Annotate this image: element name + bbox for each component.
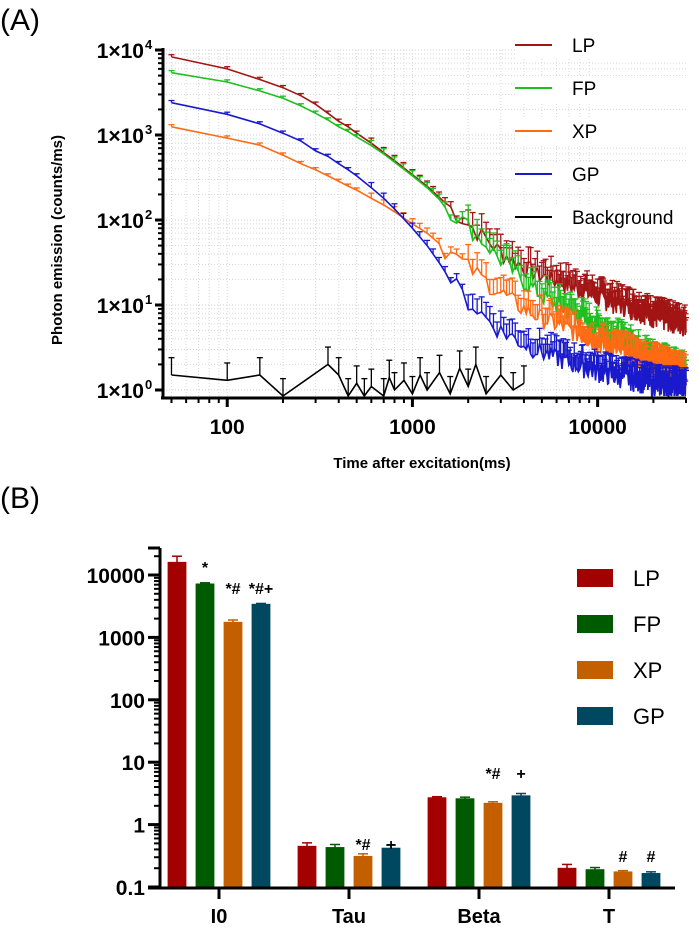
- b-x-tick-label: I0: [211, 906, 228, 928]
- a-y-tick-exponent: 4: [145, 37, 153, 52]
- b-bar-fp: [325, 847, 345, 888]
- b-bar-xp: [353, 855, 373, 888]
- b-legend-label: LP: [633, 566, 660, 591]
- a-series-group: [168, 54, 689, 398]
- b-x-tick-label: T: [603, 906, 615, 928]
- b-y-tick-label: 10000: [87, 565, 145, 588]
- a-legend-item: FP: [515, 76, 699, 102]
- a-y-tick-exponent: 2: [145, 207, 152, 222]
- b-bar-fp: [455, 798, 475, 888]
- b-y-tick-label: 1000: [98, 627, 145, 650]
- b-legend-swatch: [577, 615, 613, 633]
- b-y-tick-label: 10: [122, 752, 145, 775]
- a-legend-label: GP: [572, 165, 599, 186]
- a-y-axis-title: Photon emission (counts/ms): [49, 135, 66, 345]
- b-significance-mark: *#+: [249, 581, 273, 598]
- b-bars-group: **# *#+*# +*# +# #: [167, 555, 661, 888]
- a-legend-item: Background: [515, 205, 699, 231]
- a-y-tick-label: 1×10: [97, 40, 144, 63]
- a-y-tick-label: 1×10: [97, 125, 144, 148]
- a-legend-label: XP: [572, 122, 597, 143]
- b-significance-mark: #: [619, 849, 628, 866]
- a-y-tick-label: 1×10: [97, 295, 144, 318]
- b-bar-lp: [297, 845, 317, 888]
- b-significance-mark: *: [202, 560, 209, 577]
- b-bar-xp: [223, 621, 243, 888]
- a-x-tick-label: 10000: [568, 416, 626, 439]
- a-line-background: [171, 361, 525, 398]
- a-line-gp: [171, 101, 687, 397]
- b-y-tick-label: 1: [133, 815, 145, 838]
- b-bar-lp: [427, 797, 447, 888]
- b-bar-gp: [511, 795, 531, 888]
- a-series-background: [168, 346, 527, 398]
- a-legend-label: FP: [572, 79, 596, 100]
- b-bar-lp: [167, 561, 187, 888]
- b-bar-lp: [557, 867, 577, 888]
- b-bar-gp: [641, 873, 661, 888]
- b-legend-label: XP: [633, 658, 662, 683]
- b-axes: 0.1 1 10 100 1000 10000 I0 Tau Beta T: [87, 546, 675, 928]
- b-category-t: [557, 863, 661, 888]
- a-legend-item: LP: [515, 33, 699, 59]
- a-y-tick-label: 1×10: [97, 380, 144, 403]
- b-category-i0: [167, 555, 271, 888]
- b-legend-swatch: [577, 661, 613, 679]
- b-category-tau: [297, 842, 401, 888]
- b-bar-gp: [251, 603, 271, 888]
- b-significance-mark: *#: [225, 581, 240, 598]
- a-y-tick-exponent: 3: [145, 122, 152, 137]
- b-significance-mark: +: [386, 837, 395, 854]
- b-legend-swatch: [577, 569, 613, 587]
- b-x-tick-label: Tau: [332, 906, 366, 928]
- b-legend-item: LP: [577, 566, 660, 591]
- b-significance-mark: *#: [485, 766, 500, 783]
- b-legend-label: FP: [633, 612, 661, 637]
- b-legend-item: XP: [577, 658, 662, 683]
- b-category-beta: [427, 792, 531, 888]
- a-legend-label: Background: [572, 208, 673, 229]
- b-legend: LP FP XP GP: [577, 566, 665, 729]
- b-bar-xp: [613, 871, 633, 888]
- b-bar-fp: [195, 583, 215, 888]
- a-y-tick-label: 1×10: [97, 210, 144, 233]
- b-legend-label: GP: [633, 704, 665, 729]
- b-y-tick-label: 100: [110, 690, 145, 713]
- b-significance-mark: +: [516, 766, 525, 783]
- panel-label-b: (B): [0, 482, 40, 515]
- a-x-tick-label: 100: [210, 416, 245, 439]
- b-x-tick-label: Beta: [457, 906, 501, 928]
- a-line-lp: [171, 56, 687, 337]
- a-x-axis-title: Time after excitation(ms): [333, 455, 510, 472]
- b-significance-mark: *#: [355, 837, 370, 854]
- b-y-tick-label: 0.1: [116, 877, 146, 900]
- b-legend-item: GP: [577, 704, 665, 729]
- a-x-tick-label: 1000: [389, 416, 436, 439]
- a-legend-item: GP: [515, 162, 699, 188]
- b-significance-mark: #: [647, 849, 656, 866]
- a-legend: LP FP XP GP Background: [515, 33, 699, 231]
- a-y-tick-exponent: 1: [145, 292, 152, 307]
- a-legend-item: XP: [515, 119, 699, 145]
- a-legend-label: LP: [572, 36, 595, 57]
- a-series-gp: [168, 99, 689, 397]
- b-bar-fp: [585, 869, 605, 888]
- panel-label-a: (A): [0, 4, 40, 37]
- b-bar-xp: [483, 802, 503, 888]
- b-legend-swatch: [577, 707, 613, 725]
- b-legend-item: FP: [577, 612, 661, 637]
- a-y-tick-exponent: 0: [145, 377, 152, 392]
